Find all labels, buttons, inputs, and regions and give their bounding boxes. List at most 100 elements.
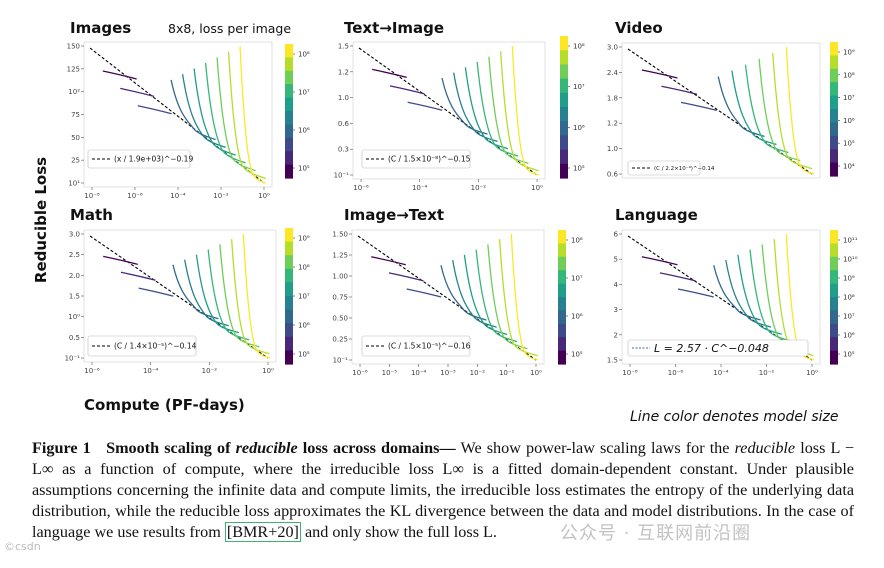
series-line <box>772 52 813 170</box>
colorbar-segment <box>560 121 568 129</box>
colorbar-segment <box>830 357 838 365</box>
x-tick-label: 10⁻⁴ <box>170 192 186 200</box>
series-line <box>407 101 443 111</box>
colorbar-segment <box>830 230 838 238</box>
colorbar-segment <box>285 117 293 125</box>
colorbar-segment <box>285 296 293 304</box>
colorbar-segment <box>285 64 293 72</box>
series-line <box>499 51 539 172</box>
legend-label: (C / 1.5×10⁻⁵)^−0.16 <box>388 342 471 351</box>
colorbar-segment <box>830 42 838 50</box>
colorbar-segment <box>560 64 568 73</box>
citation-link[interactable]: [BMR+20] <box>224 522 301 542</box>
y-tick-label: 0.75 <box>332 294 348 302</box>
series-line <box>389 85 425 95</box>
series-line <box>204 62 246 164</box>
series-line <box>239 45 267 184</box>
colorbar-segment <box>558 303 566 311</box>
colorbar-segment <box>558 343 566 352</box>
colorbar-segment <box>560 163 568 172</box>
legend-box <box>627 160 701 176</box>
colorbar-segment <box>285 241 293 249</box>
colorbar-tick-label: 10⁷ <box>573 83 585 91</box>
colorbar-tick-label: 10⁷ <box>298 293 310 301</box>
x-tick-label: 10⁻⁵ <box>382 369 398 377</box>
colorbar-tick-label: 10⁴ <box>843 163 855 171</box>
y-tick-label: 10⁻¹ <box>333 357 349 365</box>
y-tick-label: 2.5 <box>69 251 80 259</box>
legend-label: (C / 2.2×10⁻⁹)^−0.14 <box>654 165 715 172</box>
colorbar-segment <box>558 350 566 358</box>
x-tick-label: 10⁻⁴ <box>143 367 159 375</box>
y-tick-label: 4 <box>614 281 619 289</box>
colorbar: 10⁵ 10⁶ 10⁷ 10⁸ <box>285 44 310 179</box>
colorbar-tick-label: 10⁵ <box>298 351 310 359</box>
y-tick-label: 1.50 <box>332 231 348 239</box>
colorbar-tick-label: 10⁵ <box>573 165 585 173</box>
colorbar-segment <box>285 323 293 331</box>
x-tick-label: 10⁰ <box>806 369 818 377</box>
colorbar-segment <box>285 90 293 99</box>
colorbar-segment <box>830 270 838 278</box>
colorbar-segment <box>285 228 293 236</box>
chart-subtitle: 8x8, loss per image <box>168 21 291 36</box>
colorbar-tick-label: 10⁸ <box>573 43 585 51</box>
series-line <box>120 271 156 281</box>
colorbar-segment <box>560 149 568 158</box>
y-tick-label: 0.6 <box>607 171 619 179</box>
colorbar-segment <box>830 142 838 150</box>
colorbar-segment <box>558 270 566 278</box>
colorbar-tick-label: 10⁶ <box>843 332 855 340</box>
chart-legend: (C / 1.5×10⁻⁸)^−0.15 <box>361 149 471 169</box>
colorbar-segment <box>830 88 838 97</box>
colorbar-segment <box>830 115 838 123</box>
y-tick-label: 0.25 <box>332 336 348 344</box>
colorbar-tick-label: 10⁶ <box>843 117 855 125</box>
colorbar-tick-label: 10⁷ <box>843 313 855 321</box>
caption-body-3: and only show the full loss L. <box>300 523 497 541</box>
chart-title: Image→Text <box>344 206 444 224</box>
colorbar-segment <box>285 343 293 351</box>
colorbar-segment <box>285 262 293 270</box>
colorbar-segment <box>830 68 838 77</box>
series-line <box>242 233 271 359</box>
y-tick-label: 2 <box>614 331 618 339</box>
colorbar-segment <box>560 71 568 80</box>
x-tick-label: 10⁻⁶ <box>668 369 684 377</box>
colorbar-segment <box>560 156 568 165</box>
colorbar-segment <box>558 263 566 271</box>
series-line <box>717 76 765 138</box>
series-line <box>207 249 250 341</box>
y-tick-label: 150 <box>67 43 80 51</box>
colorbar-segment <box>560 85 568 94</box>
chart-title: Language <box>615 206 698 224</box>
colorbar-segment <box>830 102 838 110</box>
series-line <box>661 85 698 95</box>
series-line <box>749 249 793 343</box>
y-tick-label: 5 <box>614 256 618 264</box>
series-line <box>219 244 260 348</box>
colorbar-segment <box>558 250 566 258</box>
colorbar-segment <box>830 350 838 358</box>
colorbar-segment <box>285 282 293 290</box>
x-tick-label: 10⁻² <box>470 369 486 377</box>
colorbar-segment <box>830 330 838 338</box>
colorbar-segment <box>830 82 838 90</box>
colorbar-segment <box>830 310 838 318</box>
watermark-small: ©csdn <box>4 540 41 553</box>
colorbar-segment <box>560 170 568 179</box>
colorbar-segment <box>285 336 293 345</box>
power-law-fit-line <box>89 47 265 184</box>
y-tick-label: 0.5 <box>69 334 80 342</box>
series-line <box>737 254 782 335</box>
colorbar-segment <box>560 114 568 122</box>
y-tick-label: 75 <box>71 111 80 119</box>
colorbar-segment <box>558 256 566 265</box>
x-tick-label: 10⁻⁴ <box>411 369 427 377</box>
colorbar-segment <box>560 50 568 58</box>
x-tick-label: 10⁰ <box>531 184 543 192</box>
colorbar-segment <box>830 135 838 144</box>
colorbar-segment <box>830 109 838 117</box>
y-tick-label: 3 <box>614 306 618 314</box>
